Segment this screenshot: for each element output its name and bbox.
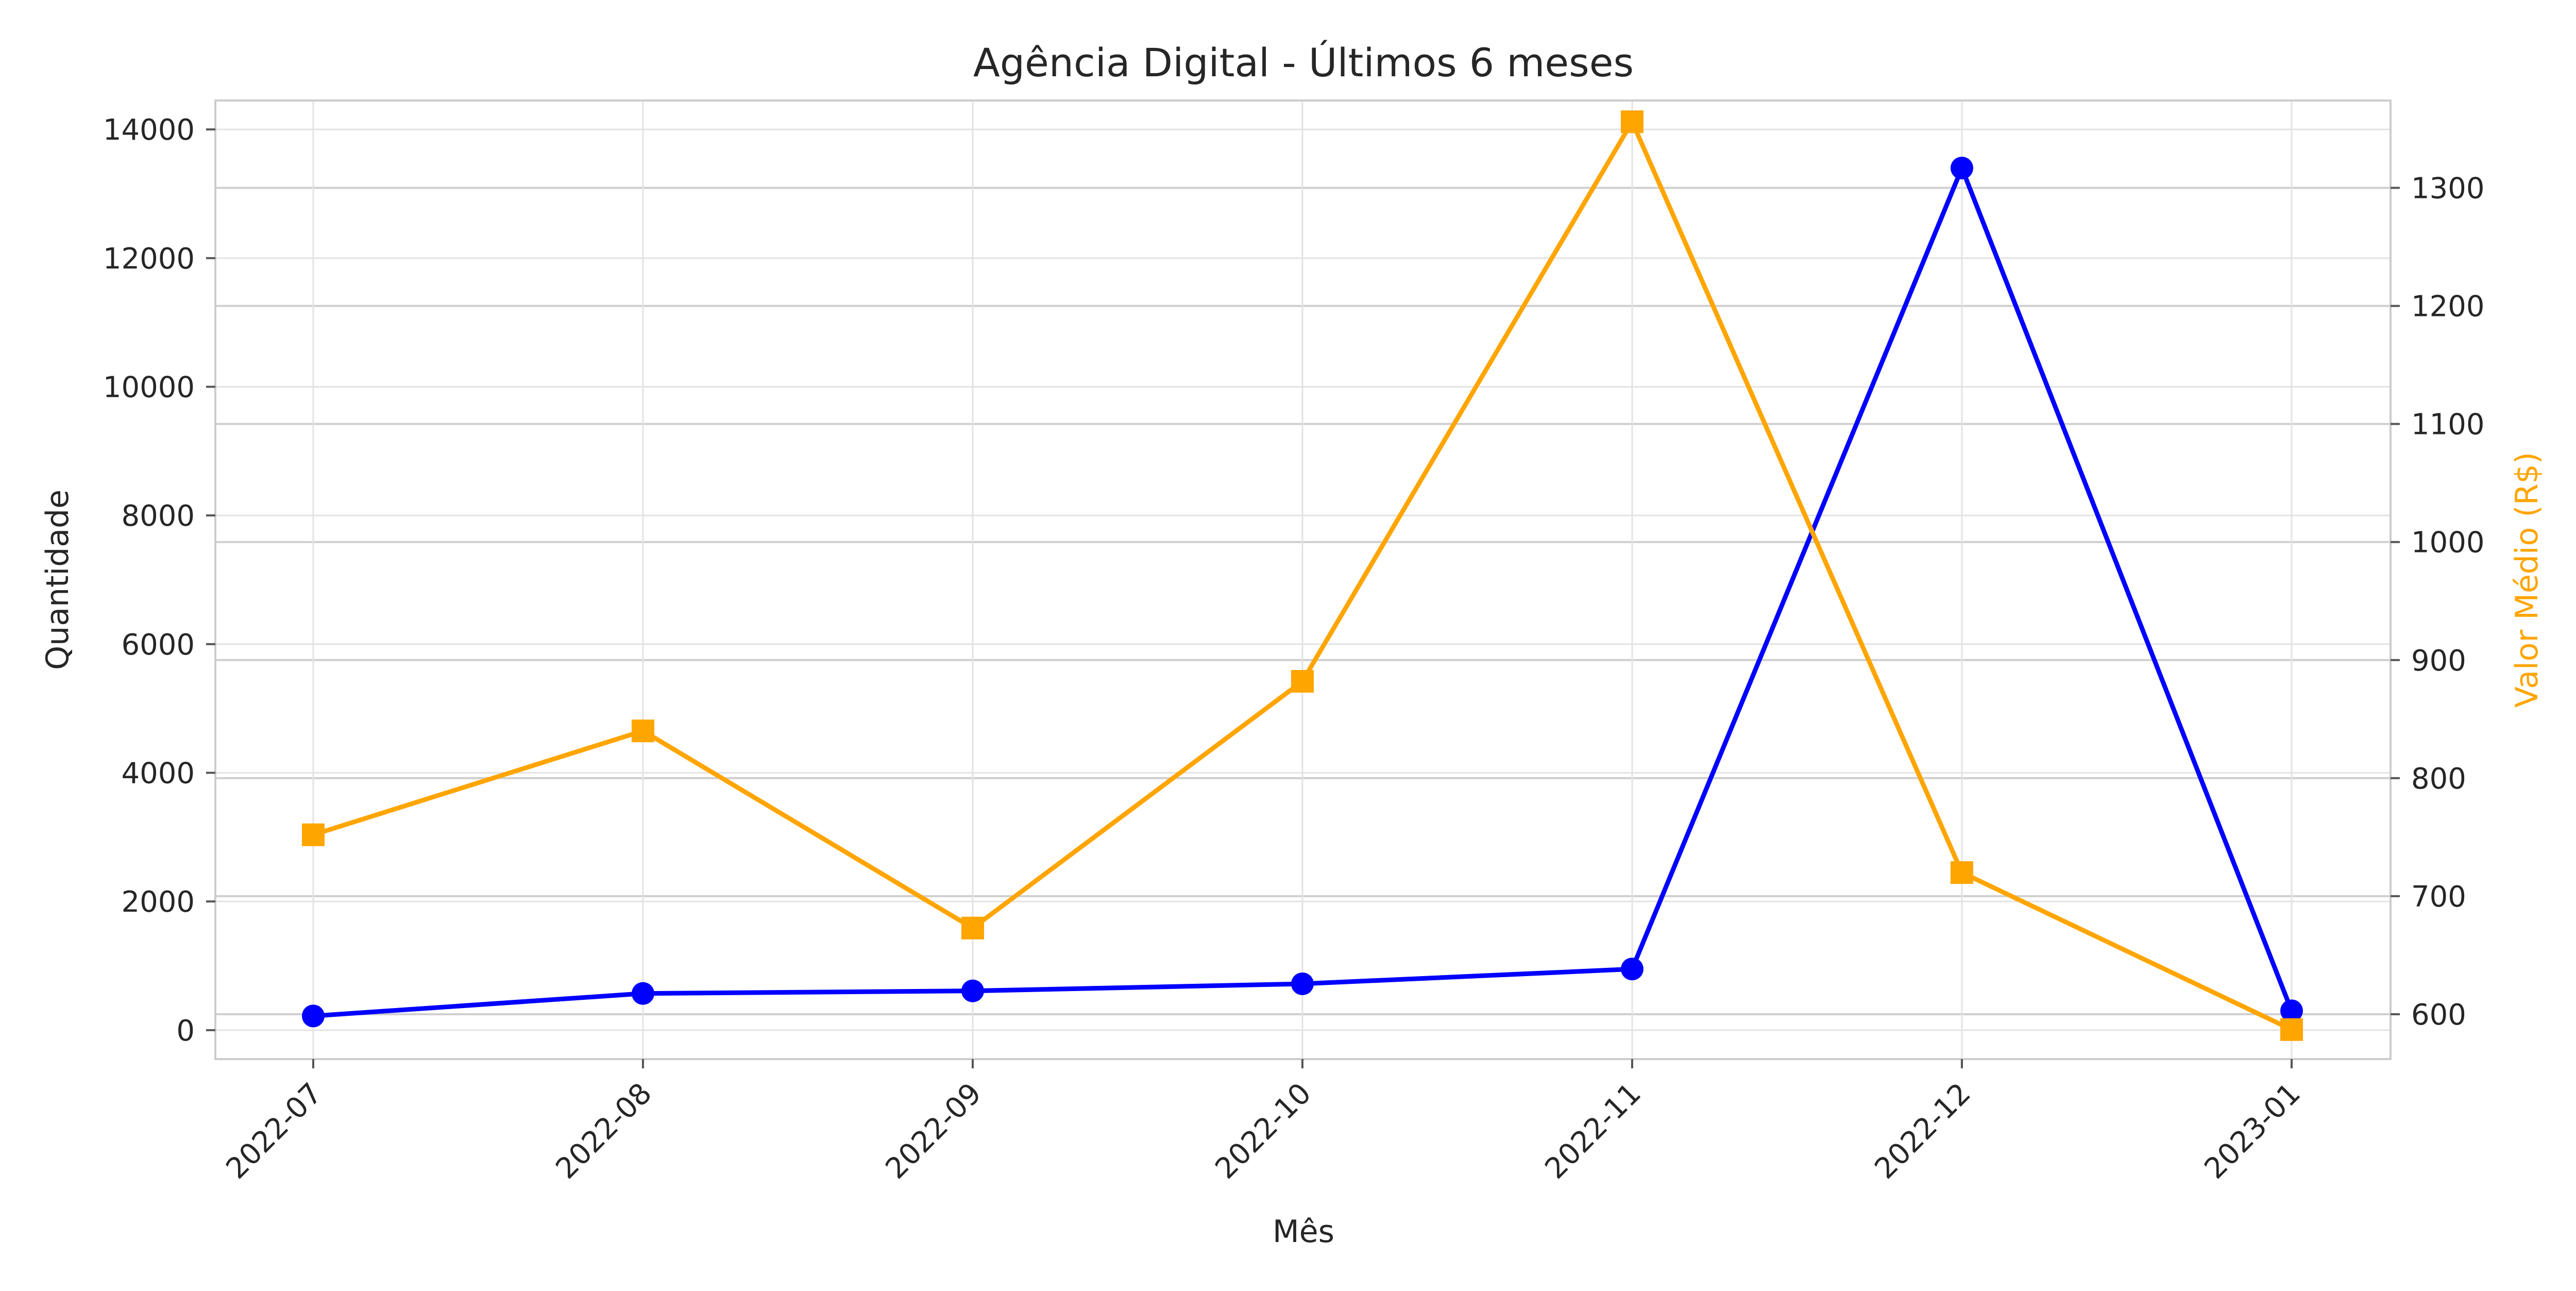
x-tick-label: 2022-08	[549, 1077, 658, 1185]
left-axis-ticks: 0 2000 4000 6000 8000 10000 12000 14000	[103, 113, 215, 1048]
series-1-point	[1291, 972, 1314, 995]
y-tick-label: 0	[176, 1014, 195, 1048]
x-axis-label: Mês	[1273, 1214, 1334, 1250]
y-tick-label: 12000	[103, 242, 195, 276]
x-axis-grid	[312, 100, 2293, 1059]
x-tick-label: 2023-01	[2198, 1077, 2307, 1185]
series-2-point	[2280, 1018, 2303, 1041]
series-1-point	[1621, 958, 1643, 981]
y2-tick-label: 1100	[2411, 408, 2485, 442]
x-axis-ticks: 2022-07 2022-08 2022-09 2022-10 2022-11 2022-…	[219, 1059, 2307, 1185]
series-1-point	[632, 982, 654, 1005]
x-tick-label: 2022-07	[219, 1077, 328, 1185]
series-2-point	[302, 823, 325, 846]
series-2-point	[961, 916, 984, 940]
series-2-point	[1951, 861, 1973, 884]
right-axis-ticks: 600 700 800 900 1000 1100 1200 1300	[2391, 172, 2485, 1032]
x-tick-label: 2022-12	[1868, 1077, 1977, 1185]
series-2-point	[632, 719, 654, 743]
x-tick-label: 2022-11	[1538, 1077, 1647, 1185]
series-2-point	[1621, 110, 1643, 133]
y-tick-label: 4000	[121, 757, 195, 790]
y2-tick-label: 600	[2411, 998, 2466, 1032]
series-1-point	[302, 1004, 325, 1028]
x-tick-label: 2022-10	[1209, 1077, 1317, 1185]
y2-tick-label: 1300	[2411, 172, 2485, 206]
y-tick-label: 10000	[103, 371, 195, 405]
x-tick-label: 2022-09	[879, 1077, 988, 1185]
y2-tick-label: 700	[2411, 880, 2466, 914]
y-axis-label: Quantidade	[40, 490, 76, 670]
series-1-point	[1951, 157, 1973, 180]
y2-tick-label: 800	[2411, 762, 2466, 796]
series-2-point	[1291, 669, 1314, 693]
y-tick-label: 14000	[103, 113, 195, 147]
series-1-point	[2280, 999, 2303, 1022]
series-layer	[302, 110, 2303, 1041]
y-tick-label: 6000	[121, 628, 195, 662]
y2-axis-label: Valor Médio (R$)	[2509, 452, 2545, 708]
series-1-point	[961, 979, 984, 1002]
chart-title: Agência Digital - Últimos 6 meses	[973, 39, 1634, 86]
y2-tick-label: 900	[2411, 644, 2466, 678]
y-tick-label: 8000	[121, 499, 195, 533]
y-tick-label: 2000	[121, 885, 195, 919]
y2-tick-label: 1200	[2411, 290, 2485, 324]
y2-tick-label: 1000	[2411, 526, 2485, 560]
